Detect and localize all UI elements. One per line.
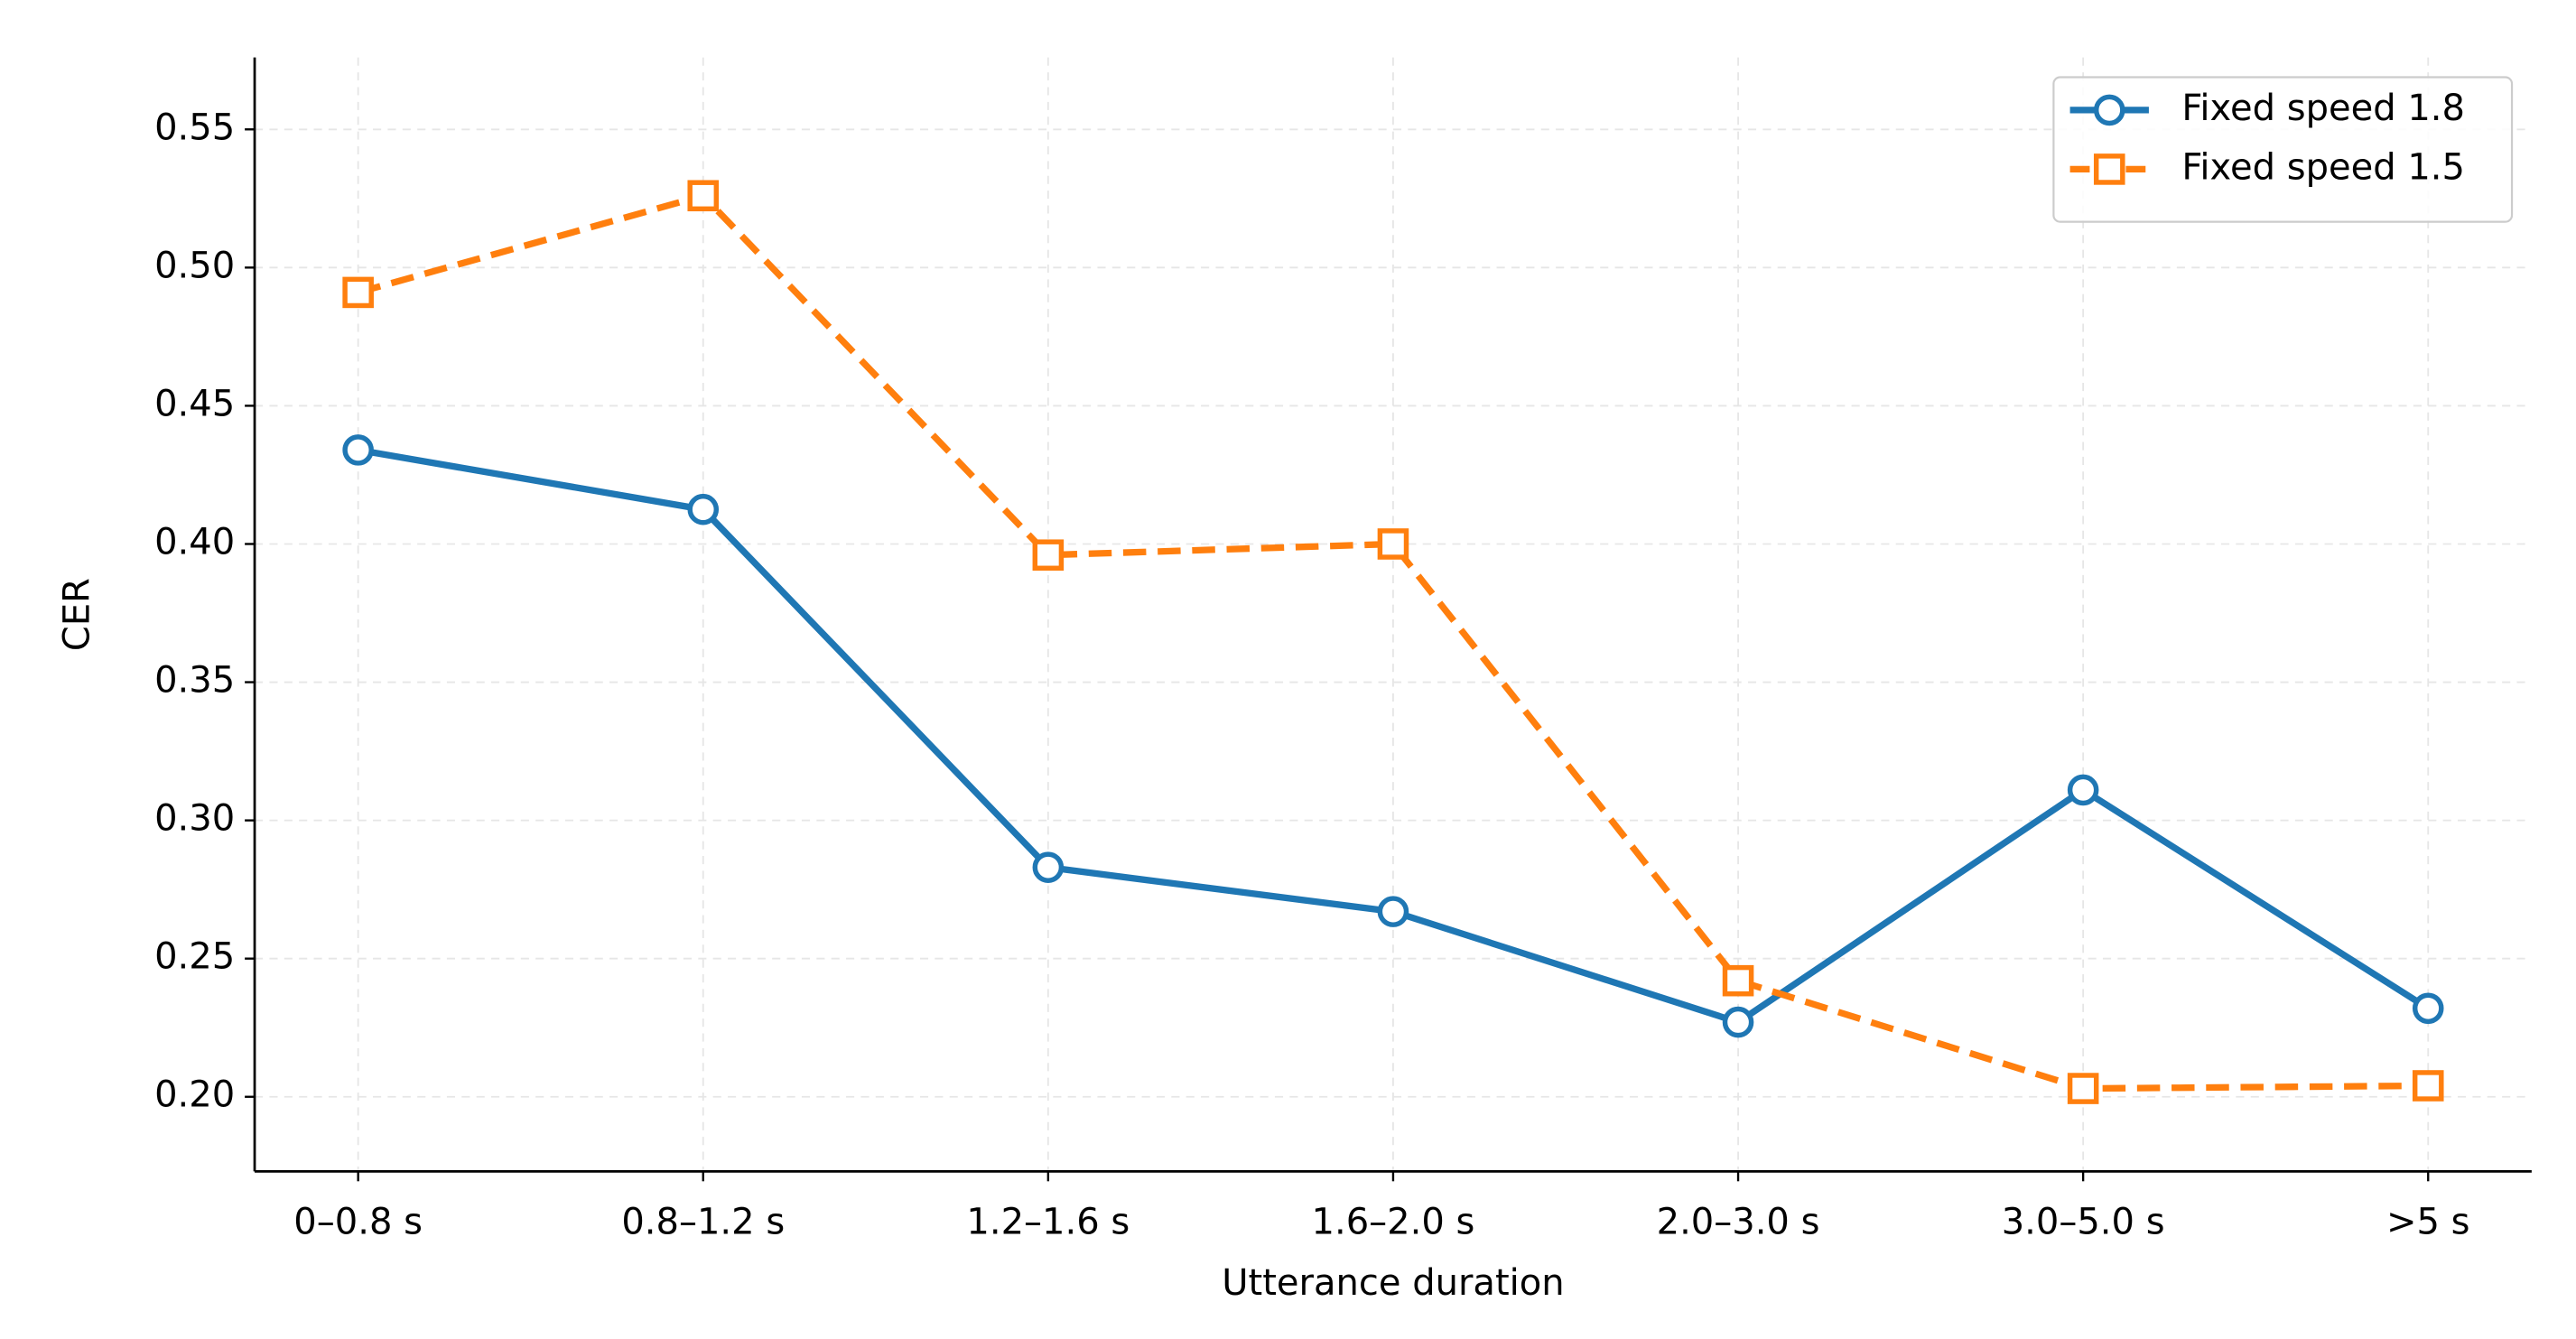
y-tick-label: 0.35 xyxy=(154,660,235,702)
marker xyxy=(2067,1073,2099,1104)
marker xyxy=(1032,539,1065,572)
y-tick-label: 0.30 xyxy=(154,798,235,840)
y-tick-label: 0.45 xyxy=(154,383,235,424)
y-tick-label: 0.50 xyxy=(154,245,235,286)
x-tick-label: 2.0–3.0 s xyxy=(1657,1202,1820,1243)
x-tick-label: 0–0.8 s xyxy=(293,1202,423,1243)
marker xyxy=(1722,964,1754,997)
marker xyxy=(687,493,720,525)
marker xyxy=(1377,528,1409,560)
y-tick-label: 0.55 xyxy=(154,107,235,148)
marker xyxy=(2412,1070,2444,1102)
marker xyxy=(2067,774,2099,806)
y-tick-label: 0.20 xyxy=(154,1074,235,1116)
legend-label: Fixed speed 1.5 xyxy=(2181,146,2465,188)
x-tick-label: 1.2–1.6 s xyxy=(966,1202,1130,1243)
marker xyxy=(342,276,374,309)
marker xyxy=(2093,94,2125,126)
marker xyxy=(342,434,374,466)
marker xyxy=(2412,992,2444,1025)
y-axis-label: CER xyxy=(56,578,98,651)
legend: Fixed speed 1.8 Fixed speed 1.5 xyxy=(2052,76,2514,223)
x-tick-label: 0.8–1.2 s xyxy=(621,1202,785,1243)
y-tick-label: 0.40 xyxy=(154,521,235,563)
legend-box xyxy=(2052,76,2514,223)
marker xyxy=(2093,153,2125,185)
legend-label: Fixed speed 1.8 xyxy=(2181,88,2465,129)
marker xyxy=(1722,1006,1754,1038)
x-tick-label: 3.0–5.0 s xyxy=(2002,1202,2165,1243)
marker xyxy=(687,180,720,212)
marker xyxy=(1032,851,1065,883)
x-axis-label: Utterance duration xyxy=(1222,1262,1564,1304)
marker xyxy=(1377,896,1409,927)
x-tick-label: >5 s xyxy=(2386,1202,2470,1243)
x-tick-label: 1.6–2.0 s xyxy=(1312,1202,1475,1243)
y-tick-label: 0.25 xyxy=(154,936,235,978)
